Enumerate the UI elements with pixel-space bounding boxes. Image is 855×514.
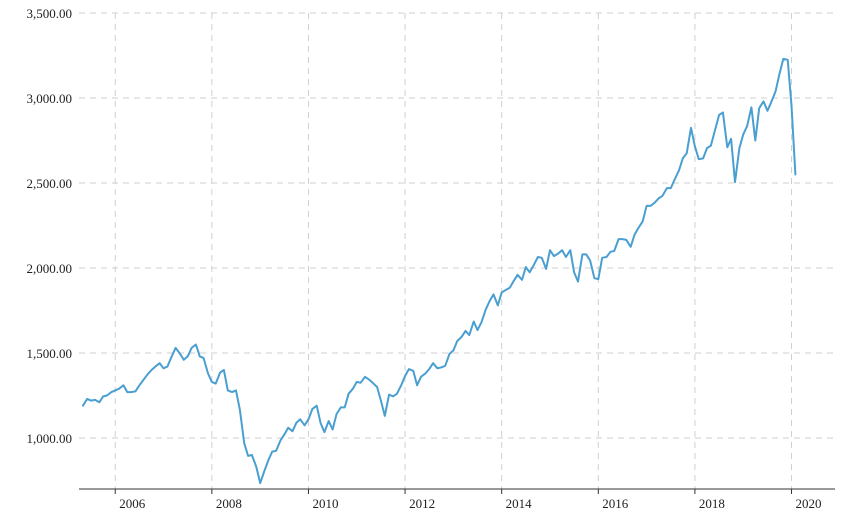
series-line [81, 57, 797, 485]
x-axis-tick-labels: 2006 2008 2010 2012 2014 2016 2018 2020 [119, 496, 821, 511]
y-tick-label: 2,000.00 [27, 261, 73, 276]
grid [79, 12, 835, 494]
y-tick-label: 3,000.00 [27, 91, 73, 106]
x-tick-label: 2016 [602, 496, 629, 511]
y-tick-label: 3,500.00 [27, 6, 73, 21]
x-tick-label: 2012 [409, 496, 435, 511]
x-tick-label: 2006 [119, 496, 146, 511]
x-tick-label: 2008 [216, 496, 242, 511]
series-layer [81, 57, 797, 485]
x-tick-label: 2018 [699, 496, 725, 511]
y-tick-label: 1,500.00 [27, 346, 73, 361]
y-tick-label: 1,000.00 [27, 431, 73, 446]
x-tick-label: 2014 [506, 496, 533, 511]
y-tick-label: 2,500.00 [27, 176, 73, 191]
x-tick-label: 2010 [312, 496, 338, 511]
x-tick-label: 2020 [796, 496, 822, 511]
y-axis-tick-labels: 1,000.00 1,500.00 2,000.00 2,500.00 3,000.00… [27, 6, 73, 446]
